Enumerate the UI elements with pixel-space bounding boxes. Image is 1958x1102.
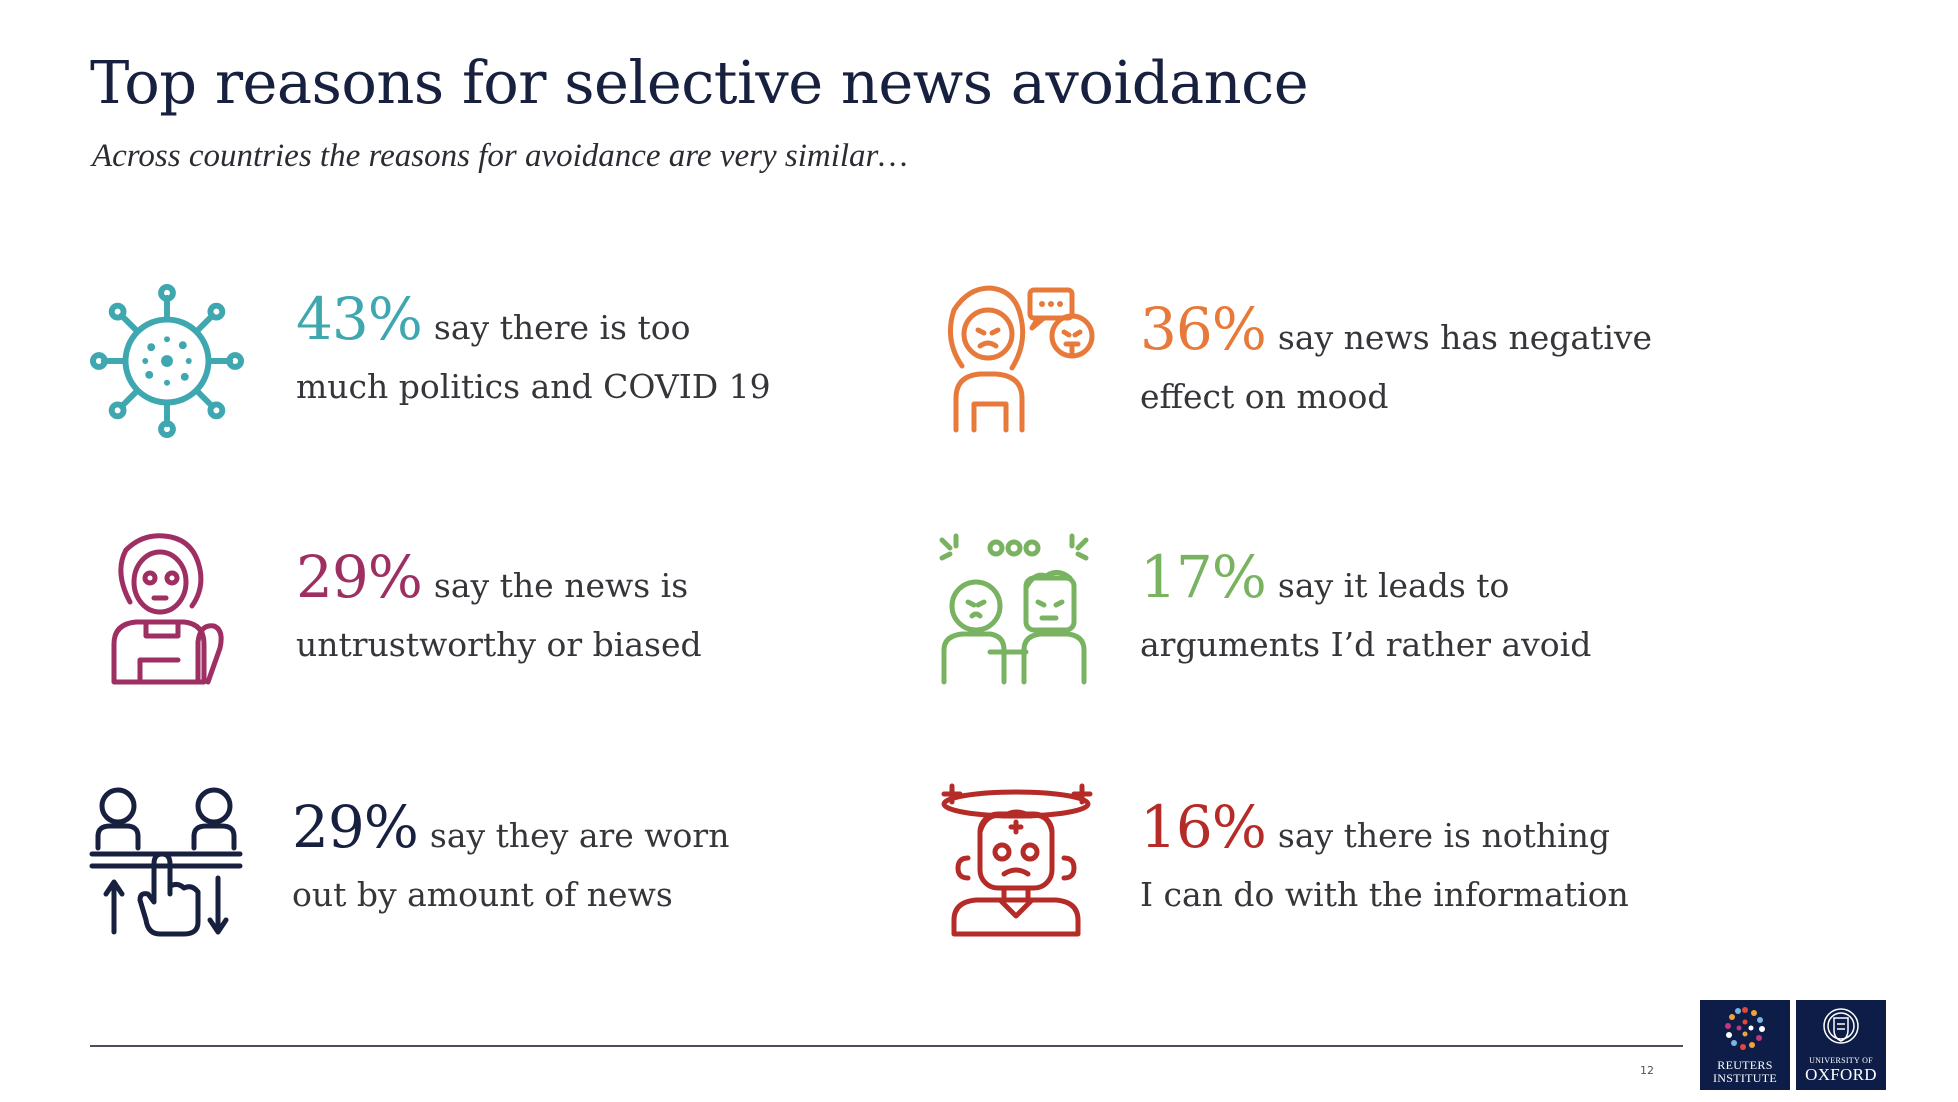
virus-icon — [89, 283, 245, 439]
arguing-people-icon — [939, 533, 1089, 685]
page-subtitle: Across countries the reasons for avoidan… — [92, 138, 908, 174]
oxford-logo-line1: UNIVERSITY OF — [1809, 1056, 1873, 1065]
stat-text: 43% say there is too much politics and CO… — [296, 290, 771, 416]
reuters-dots-icon — [1725, 1007, 1765, 1050]
stat-percentage: 36% — [1140, 295, 1267, 363]
upset-person-icon — [947, 285, 1095, 433]
page-title: Top reasons for selective news avoidance — [90, 48, 1309, 117]
oxford-crest-icon — [1823, 1008, 1859, 1044]
stat-line1: say the news is — [433, 566, 689, 605]
dizzy-person-icon — [941, 783, 1093, 937]
stat-line1: say it leads to — [1277, 566, 1510, 605]
stat-line2: untrustworthy or biased — [296, 625, 702, 664]
stat-percentage: 29% — [292, 793, 419, 861]
stat-line2: out by amount of news — [292, 875, 673, 914]
stat-text: 29% say the news is untrustworthy or bias… — [296, 548, 702, 674]
stat-line2: much politics and COVID 19 — [296, 367, 771, 406]
reuters-institute-logo: REUTERS INSTITUTE — [1700, 1000, 1790, 1090]
stat-line1: say there is too — [433, 308, 691, 347]
reuters-logo-line2: INSTITUTE — [1712, 1071, 1778, 1085]
suspicious-person-icon — [111, 533, 224, 685]
stat-text: 36% say news has negative effect on mood — [1140, 300, 1652, 426]
stat-line1: say news has negative — [1277, 318, 1653, 357]
stat-line1: say they are worn — [429, 816, 730, 855]
page-number: 12 — [1640, 1064, 1654, 1077]
overload-scale-icon — [89, 787, 243, 937]
stat-line2: arguments I’d rather avoid — [1140, 625, 1592, 664]
stat-line1: say there is nothing — [1277, 816, 1611, 855]
stat-line2: effect on mood — [1140, 377, 1389, 416]
reuters-logo-line1: REUTERS — [1717, 1058, 1773, 1072]
stat-line2: I can do with the information — [1140, 875, 1629, 914]
stat-text: 17% say it leads to arguments I’d rather … — [1140, 548, 1591, 674]
oxford-university-logo: UNIVERSITY OF OXFORD — [1796, 1000, 1886, 1090]
stat-text: 29% say they are worn out by amount of ne… — [292, 798, 729, 924]
stat-percentage: 16% — [1140, 793, 1267, 861]
stat-percentage: 17% — [1140, 543, 1267, 611]
stat-text: 16% say there is nothing I can do with th… — [1140, 798, 1629, 924]
stat-percentage: 43% — [296, 285, 423, 353]
footer-divider — [90, 1045, 1683, 1047]
oxford-logo-line2: OXFORD — [1805, 1065, 1877, 1084]
stat-percentage: 29% — [296, 543, 423, 611]
